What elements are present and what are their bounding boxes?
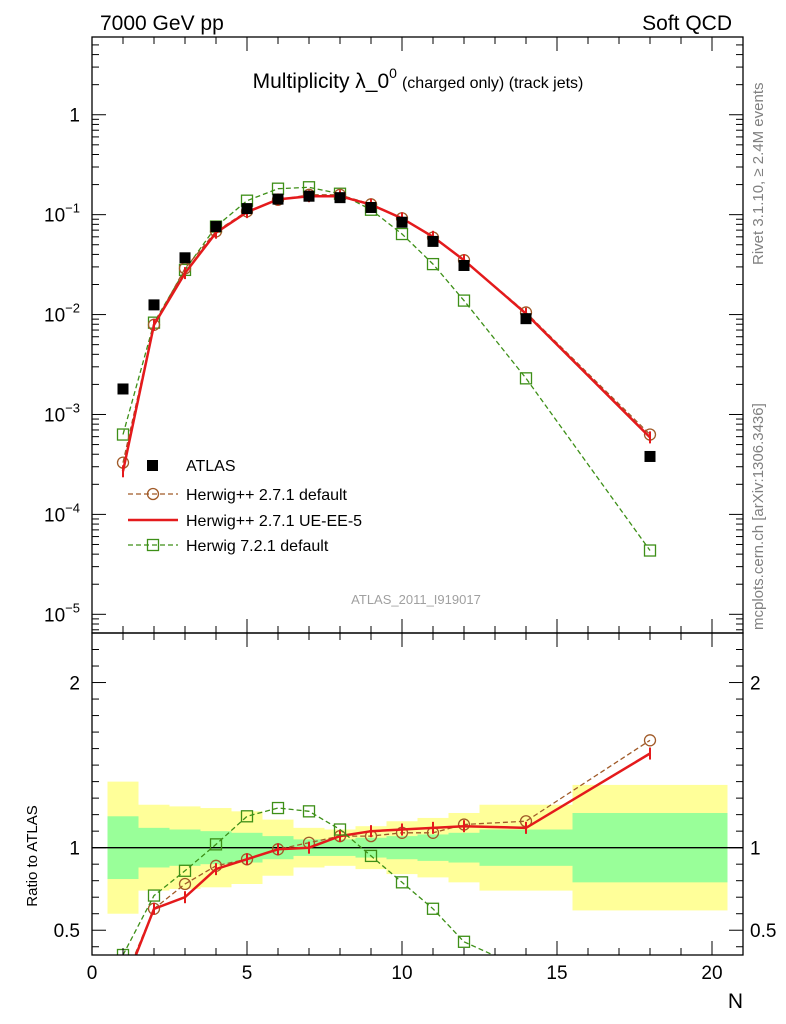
header-left: 7000 GeV pp <box>100 12 224 35</box>
ratio-point-herwig-2-7-1-default <box>643 734 657 747</box>
plot-area: 1 10−1 10−2 10−3 10−4 10−5 0 5 10 15 20 0.5 0.5 1 1 2 2 <box>44 36 776 1000</box>
main-point-atlas <box>427 235 439 247</box>
main-plot <box>116 181 657 557</box>
legend-marker-atlas <box>147 460 158 471</box>
ratio-frame <box>91 632 744 956</box>
main-point-herwig-7-2-1-default <box>395 227 409 241</box>
main-point-atlas <box>396 216 408 228</box>
main-point-herwig-7-2-1-default <box>457 294 471 307</box>
main-point-herwig-7-2-1-default <box>643 544 657 557</box>
header-right: Soft QCD <box>642 12 732 35</box>
ratio-xtick-label: 5 <box>242 963 253 984</box>
analysis-label: ATLAS_2011_I919017 <box>351 592 481 607</box>
ratio-point-herwig-7-2-1-default <box>333 823 347 836</box>
ratio-point-herwig-7-2-1-default <box>209 838 223 851</box>
ratio-point-herwig-7-2-1-default <box>426 902 440 915</box>
ratio-ytick-label-right: 0.5 <box>750 921 776 942</box>
plot-title: Multiplicity λ_00 (charged only) (track j… <box>253 65 584 93</box>
legend-marker-herwigpp-default <box>146 487 160 501</box>
ratio-point-herwig-7-2-1-default <box>147 889 161 902</box>
ratio-ytick-label-left: 0.5 <box>54 921 80 942</box>
ratio-xtick-label: 10 <box>391 963 412 984</box>
ratio-point-herwig-7-2-1-default <box>271 801 285 815</box>
legend-label-herwig7-default: Herwig 7.2.1 default <box>186 538 329 555</box>
ratio-ytick-label-left: 1 <box>69 839 80 860</box>
ratio-xtick-label: 0 <box>87 963 98 984</box>
main-point-atlas <box>117 383 129 395</box>
ratio-point-herwig-7-2-1-default <box>364 849 378 863</box>
ratio-ytick-label-left: 2 <box>69 674 80 695</box>
ratio-ytick-label-right: 1 <box>750 839 761 860</box>
ratio-point-herwig-7-2-1-default <box>645 989 656 1000</box>
ratio-xtick-label: 15 <box>546 963 567 984</box>
main-point-atlas <box>520 313 532 325</box>
plot-title-extra: (charged only) (track jets) <box>402 75 583 92</box>
ratio-ylabel: Ratio to ATLAS <box>24 805 41 906</box>
ratio-point-herwig-2-7-1-default <box>178 877 192 891</box>
main-point-atlas <box>303 190 315 202</box>
ratio-ytick-label-right: 2 <box>750 674 761 695</box>
ratio-line-herwig-2-7-1-ue-ee-5 <box>134 752 651 955</box>
main-ytick-label: 10−5 <box>44 600 80 626</box>
ratio-plot <box>92 734 743 1000</box>
legend-marker-herwig7-default <box>146 538 160 552</box>
ratio-point-herwig-7-2-1-default <box>302 805 316 818</box>
main-ytick-label: 10−3 <box>44 400 80 426</box>
main-point-atlas <box>458 259 470 271</box>
ratio-point-herwig-7-2-1-default <box>178 864 192 877</box>
main-point-atlas <box>148 299 160 311</box>
side-text-bottom: mcplots.cern.ch [arXiv:1306.3436] <box>750 403 767 630</box>
ratio-point-herwig-7-2-1-default <box>457 935 471 948</box>
legend-label-herwigpp-default: Herwig++ 2.7.1 default <box>186 487 348 504</box>
main-line-herwig-2-7-1-ue-ee-5 <box>121 194 651 472</box>
ratio-point-herwig-7-2-1-default <box>240 810 254 823</box>
main-point-atlas <box>210 221 222 233</box>
legend-label-herwigpp-ueee5: Herwig++ 2.7.1 UE-EE-5 <box>186 513 362 530</box>
ratio-xtick-label: 20 <box>701 963 722 984</box>
main-ytick-label: 10−1 <box>44 201 80 227</box>
main-point-atlas <box>334 192 346 204</box>
legend: ATLAS Herwig++ 2.7.1 default Herwig++ 2.… <box>128 458 362 555</box>
main-point-herwig-7-2-1-default <box>426 257 440 271</box>
main-point-atlas <box>241 203 253 215</box>
ratio-point-herwig-7-2-1-default <box>521 964 532 975</box>
main-point-herwig-7-2-1-default <box>116 428 130 441</box>
ratio-point-herwig-2-7-1-default <box>118 978 129 989</box>
main-ytick-label: 10−2 <box>44 301 80 327</box>
main-point-atlas <box>365 201 377 213</box>
main-point-herwig-7-2-1-default <box>519 372 533 385</box>
main-ytick-label: 1 <box>69 106 80 127</box>
main-ytick-label: 10−4 <box>44 500 80 526</box>
plot-title-main: Multiplicity λ_0 <box>253 70 390 93</box>
main-point-atlas <box>644 450 656 462</box>
side-text-top: Rivet 3.1.10, ≥ 2.4M events <box>750 83 767 266</box>
ratio-point-herwig-7-2-1-default <box>395 876 409 889</box>
main-point-atlas <box>272 193 284 205</box>
main-line-herwig-2-7-1-default <box>122 194 651 463</box>
legend-label-atlas: ATLAS <box>186 458 236 475</box>
plot-title-sup: 0 <box>389 65 397 81</box>
main-point-atlas <box>179 252 191 264</box>
x-axis-label: N <box>728 990 743 1013</box>
